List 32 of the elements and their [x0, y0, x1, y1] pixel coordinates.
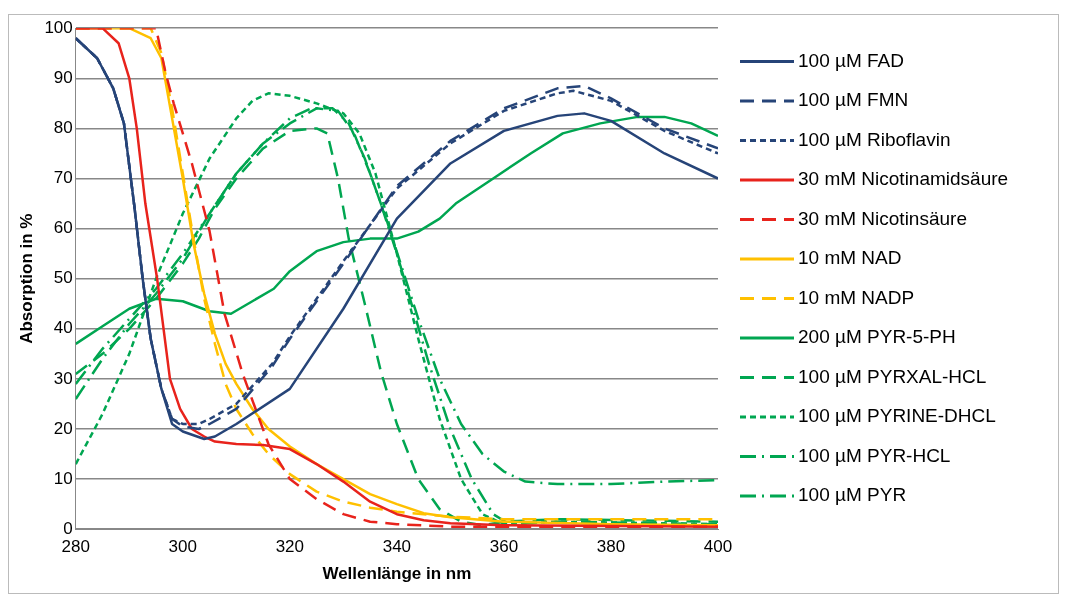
y-tick-label: 0	[63, 518, 73, 538]
x-tick-label: 320	[275, 537, 305, 557]
legend-label: 100 µM PYRINE-DHCL	[798, 405, 996, 427]
legend-label: 100 µM FAD	[798, 49, 904, 71]
y-tick-label: 90	[53, 67, 73, 87]
x-tick-label: 400	[703, 537, 733, 557]
x-tick-label: 280	[61, 537, 90, 557]
legend-label: 100 µM PYR	[798, 484, 907, 506]
legend-label: 10 mM NADP	[798, 286, 915, 308]
y-tick-label: 30	[53, 368, 73, 388]
legend-label: 100 µM PYRXAL-HCL	[798, 365, 987, 387]
y-tick-label: 100	[44, 17, 73, 37]
x-tick-label: 360	[489, 537, 519, 557]
y-tick-label: 50	[53, 268, 73, 288]
legend-label: 10 mM NAD	[798, 247, 902, 269]
y-tick-label: 60	[53, 218, 73, 238]
y-tick-label: 70	[53, 168, 73, 188]
legend-label: 100 µM Riboflavin	[798, 128, 951, 150]
legend-label: 100 µM FMN	[798, 89, 909, 111]
x-tick-label: 380	[596, 537, 626, 557]
x-axis-title: Wellenlänge in nm	[322, 564, 472, 584]
legend-label: 100 µM PYR-HCL	[798, 444, 951, 466]
y-tick-label: 40	[53, 318, 73, 338]
legend-label: 30 mM Nicotinamidsäure	[798, 168, 1009, 190]
legend-label: 200 µM PYR-5-PH	[798, 326, 956, 348]
legend-label: 30 mM Nicotinsäure	[798, 207, 967, 229]
x-tick-label: 340	[382, 537, 412, 557]
x-tick-label: 300	[168, 537, 197, 557]
y-axis-title: Absorption in %	[16, 213, 36, 344]
y-tick-label: 80	[53, 118, 73, 138]
y-tick-label: 10	[53, 468, 73, 488]
y-tick-label: 20	[53, 418, 73, 438]
